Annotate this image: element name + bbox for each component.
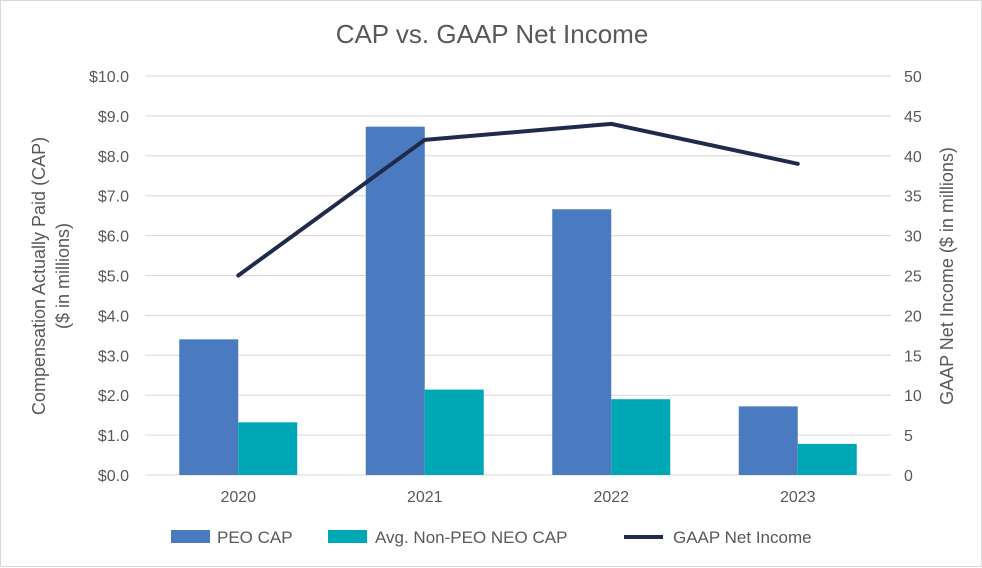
left-axis-tick-label: $10.0 — [89, 69, 129, 86]
right-axis-tick-label: 0 — [904, 468, 913, 485]
bar-avg-non-peo-neo-cap — [425, 390, 484, 475]
legend-label-gaap-net-income: GAAP Net Income — [673, 528, 812, 547]
x-axis-tick-label: 2023 — [780, 489, 816, 506]
bar-peo-cap — [179, 339, 238, 475]
x-axis-tick-label: 2022 — [593, 489, 629, 506]
left-axis-tick-label: $2.0 — [98, 388, 129, 405]
chart-title: CAP vs. GAAP Net Income — [336, 19, 649, 49]
x-axis-ticks: 2020 2021 2022 2023 — [220, 489, 815, 506]
line-gaap-net-income — [238, 124, 798, 276]
bar-peo-cap — [739, 406, 798, 475]
legend-swatch-avg-non-peo-neo-cap — [328, 530, 367, 543]
left-axis-tick-label: $7.0 — [98, 189, 129, 206]
legend-swatch-peo-cap — [171, 530, 210, 543]
right-axis-tick-label: 25 — [904, 269, 922, 286]
right-axis-tick-label: 15 — [904, 348, 922, 365]
left-axis-tick-label: $0.0 — [98, 468, 129, 485]
left-axis-tick-label: $6.0 — [98, 229, 129, 246]
chart-legend: PEO CAP Avg. Non-PEO NEO CAP GAAP Net In… — [171, 528, 812, 547]
right-axis-tick-label: 45 — [904, 109, 922, 126]
left-axis-tick-label: $9.0 — [98, 109, 129, 126]
left-axis-ticks: $0.0 $1.0 $2.0 $3.0 $4.0 $5.0 $6.0 $7.0 $8.0 $9.0… — [89, 69, 129, 485]
right-axis-tick-label: 40 — [904, 149, 922, 166]
bar-avg-non-peo-neo-cap — [238, 422, 297, 475]
left-axis-tick-label: $3.0 — [98, 348, 129, 365]
right-axis-tick-label: 5 — [904, 428, 913, 445]
right-axis-title: GAAP Net Income ($ in millions) — [937, 147, 957, 405]
legend-label-peo-cap: PEO CAP — [217, 528, 293, 547]
line-layer — [238, 124, 798, 276]
right-axis-tick-label: 35 — [904, 189, 922, 206]
right-axis-tick-label: 10 — [904, 388, 922, 405]
left-axis-tick-label: $4.0 — [98, 308, 129, 325]
left-axis-title-line1: Compensation Actually Paid (CAP) — [29, 137, 49, 415]
left-axis-tick-label: $1.0 — [98, 428, 129, 445]
bars — [179, 127, 857, 475]
right-axis-tick-label: 20 — [904, 308, 922, 325]
left-axis-title-line2: ($ in millions) — [53, 223, 73, 329]
right-axis-ticks: 0 5 10 15 20 25 30 35 40 45 50 — [904, 69, 922, 485]
left-axis-tick-label: $8.0 — [98, 149, 129, 166]
bar-avg-non-peo-neo-cap — [611, 399, 670, 475]
legend-label-avg-non-peo-neo-cap: Avg. Non-PEO NEO CAP — [375, 528, 567, 547]
right-axis-tick-label: 30 — [904, 229, 922, 246]
right-axis-tick-label: 50 — [904, 69, 922, 86]
left-axis-tick-label: $5.0 — [98, 269, 129, 286]
bar-peo-cap — [366, 127, 425, 475]
x-axis-tick-label: 2020 — [220, 489, 256, 506]
x-axis-tick-label: 2021 — [407, 489, 443, 506]
bar-avg-non-peo-neo-cap — [798, 444, 857, 475]
bar-peo-cap — [552, 209, 611, 475]
